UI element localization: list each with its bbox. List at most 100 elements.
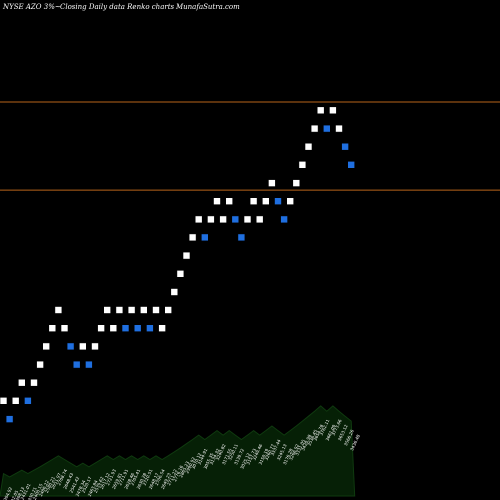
- renko-brick: [115, 306, 124, 314]
- volume-value-label: 2541.42: [68, 476, 80, 494]
- volume-value-label: 2721.93: [105, 468, 117, 486]
- volume-value-label: 3266.92: [288, 443, 300, 461]
- volume-value-label: 3176.28: [282, 447, 294, 465]
- volume-value-label: 2648.17: [148, 472, 160, 490]
- volume-value-label: 3250.11: [227, 443, 239, 461]
- volume-value-label: 2776.16: [172, 464, 184, 482]
- volume-value-label: 3762.11: [319, 418, 331, 436]
- renko-brick: [42, 342, 51, 351]
- volume-value-label: 2659.81: [111, 472, 123, 490]
- renko-brick: [170, 288, 179, 296]
- volume-value-label: 3240.82: [215, 443, 227, 461]
- renko-brick: [103, 306, 111, 314]
- renko-brick: [213, 197, 221, 205]
- volume-value-label: 3150.19: [258, 447, 270, 465]
- volume-value-label: 2630.28: [136, 472, 148, 490]
- volume-value-label: 2708.74: [56, 468, 68, 486]
- volume-area: [0, 405, 356, 497]
- renko-brick: [310, 124, 319, 133]
- renko-brick: [97, 324, 105, 333]
- volume-value-label: 3070.12: [190, 452, 202, 470]
- chart-header: NYSE AZO 3%~: [3, 3, 61, 11]
- volume-value-label: 2520.17: [81, 476, 93, 494]
- volume-value-label: 3025.12: [239, 452, 251, 470]
- renko-brick: [304, 142, 313, 151]
- volume-area-shape: [0, 405, 356, 497]
- volume-value-label: 2580.21: [44, 476, 56, 494]
- renko-brick: [91, 342, 99, 351]
- renko-brick: [127, 306, 136, 314]
- volume-value-label: 3171.55: [221, 447, 233, 465]
- renko-brick: [121, 324, 130, 333]
- volume-value-label: 3654.78: [312, 424, 324, 442]
- renko-brick: [322, 124, 331, 133]
- level-lines: [0, 101, 500, 191]
- renko-brick: [140, 306, 148, 314]
- volume-value-label: 3661.09: [325, 424, 337, 442]
- volume-value-label: 3260.77: [264, 443, 276, 461]
- renko-brick: [11, 396, 20, 405]
- renko-brick: [182, 251, 191, 260]
- volume-value-label: 2292.05: [7, 489, 19, 500]
- volume-value-label: 3157.73: [245, 447, 257, 465]
- renko-brick: [219, 215, 227, 224]
- volume-value-label: 2394.92: [1, 486, 13, 500]
- volume-value-label: 2649.23: [160, 472, 172, 490]
- volume-value-label: 2478.34: [75, 479, 87, 497]
- volume-value-label: 2486.22: [38, 479, 50, 497]
- renko-brick: [85, 360, 93, 369]
- volume-value-label: 2398.13: [14, 486, 26, 500]
- volume-value-label: 2628.46: [123, 472, 135, 490]
- volume-labels: 2394.922292.052398.132431.012330.212400.…: [1, 418, 361, 500]
- renko-brick: [36, 360, 44, 369]
- renko-brick: [261, 197, 270, 205]
- volume-value-label: 3773.66: [331, 418, 343, 436]
- chart-description: Closing Daily data Renko charts: [60, 3, 175, 11]
- renko-brick: [164, 306, 172, 314]
- volume-value-label: 3134.32: [209, 447, 221, 465]
- renko-brick: [146, 324, 154, 333]
- volume-value-label: 3536.45: [306, 429, 318, 447]
- renko-brick: [347, 161, 356, 169]
- renko-brick: [158, 324, 166, 333]
- renko-brick: [286, 197, 295, 205]
- renko-brick: [280, 215, 288, 224]
- renko-brick: [237, 233, 246, 242]
- volume-value-label: 2330.21: [26, 486, 38, 500]
- renko-bricks: [0, 106, 356, 423]
- renko-brick: [176, 269, 185, 278]
- renko-brick: [72, 360, 81, 369]
- renko-brick: [30, 378, 38, 387]
- renko-brick: [133, 324, 142, 333]
- renko-brick: [5, 415, 14, 423]
- volume-value-label: 2706.54: [154, 468, 166, 486]
- volume-value-label: 3139.72: [233, 447, 245, 465]
- renko-brick: [66, 342, 75, 351]
- renko-brick: [152, 306, 160, 314]
- renko-brick: [194, 215, 203, 224]
- volume-value-label: 2705.41: [129, 468, 141, 486]
- volume-value-label: 2431.01: [20, 483, 32, 500]
- renko-brick: [298, 161, 307, 169]
- volume-value-label: 2865.23: [178, 460, 190, 478]
- volume-value-label: 3566.26: [343, 429, 355, 447]
- volume-value-label: 3420.98: [300, 433, 312, 451]
- volume-value-label: 2617.12: [99, 472, 111, 490]
- renko-brick: [201, 233, 209, 242]
- renko-brick: [188, 233, 197, 242]
- renko-brick: [274, 197, 282, 205]
- renko-brick: [341, 142, 349, 151]
- volume-value-label: 3436.48: [349, 433, 361, 451]
- volume-value-label: 2648.43: [62, 472, 74, 490]
- brick-change-label: 3%~: [43, 3, 61, 11]
- renko-brick: [292, 179, 301, 187]
- renko-brick: [207, 215, 215, 224]
- volume-value-label: 2539.62: [93, 476, 105, 494]
- site-watermark: MunafaSutra.com: [176, 3, 240, 11]
- volume-value-label: 3245.13: [276, 443, 288, 461]
- renko-brick: [225, 197, 233, 205]
- renko-brick: [60, 324, 69, 333]
- volume-value-label: 2720.51: [142, 468, 154, 486]
